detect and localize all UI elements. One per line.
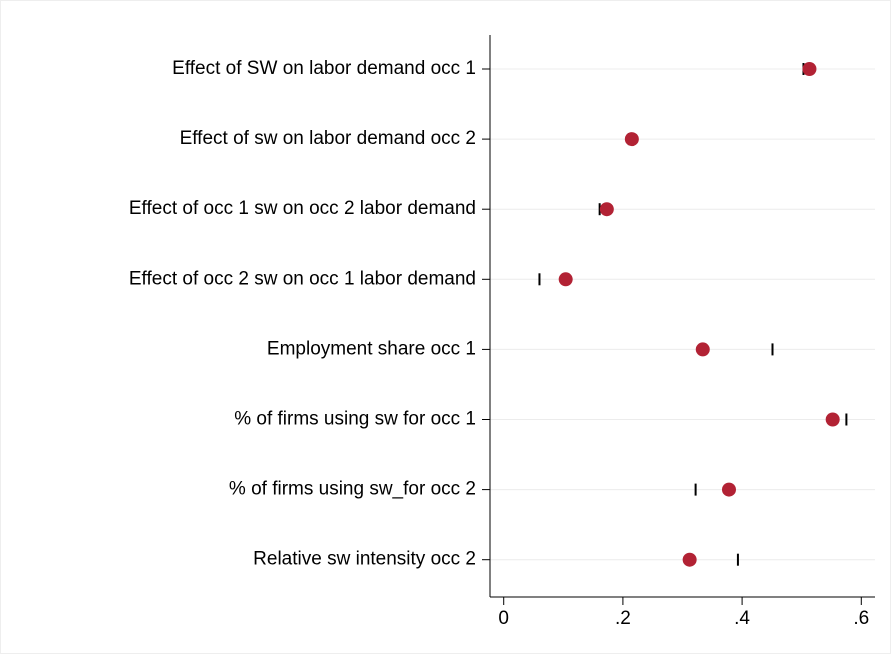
- dot: [599, 202, 614, 217]
- dot: [624, 132, 639, 147]
- dot: [558, 272, 573, 287]
- y-tick-label: % of firms using sw for occ 1: [234, 409, 476, 430]
- x-tick-label: .4: [734, 608, 750, 629]
- y-tick-label: Relative sw intensity occ 2: [253, 549, 476, 570]
- y-tick-label: Effect of sw on labor demand occ 2: [180, 128, 476, 149]
- x-tick-label: .2: [615, 608, 631, 629]
- y-tick-label: Effect of occ 2 sw on occ 1 labor demand: [129, 268, 476, 289]
- x-tick-label: 0: [498, 608, 509, 629]
- dot: [721, 482, 736, 497]
- y-tick-label: Effect of occ 1 sw on occ 2 labor demand: [129, 198, 476, 219]
- dot: [682, 552, 697, 567]
- y-tick-label: Effect of SW on labor demand occ 1: [172, 58, 476, 79]
- x-tick-label: .6: [853, 608, 869, 629]
- dot: [825, 412, 840, 427]
- y-tick-label: Employment share occ 1: [267, 338, 476, 359]
- dot: [695, 342, 710, 357]
- y-tick-label: % of firms using sw_for occ 2: [229, 479, 476, 500]
- dot: [802, 62, 817, 76]
